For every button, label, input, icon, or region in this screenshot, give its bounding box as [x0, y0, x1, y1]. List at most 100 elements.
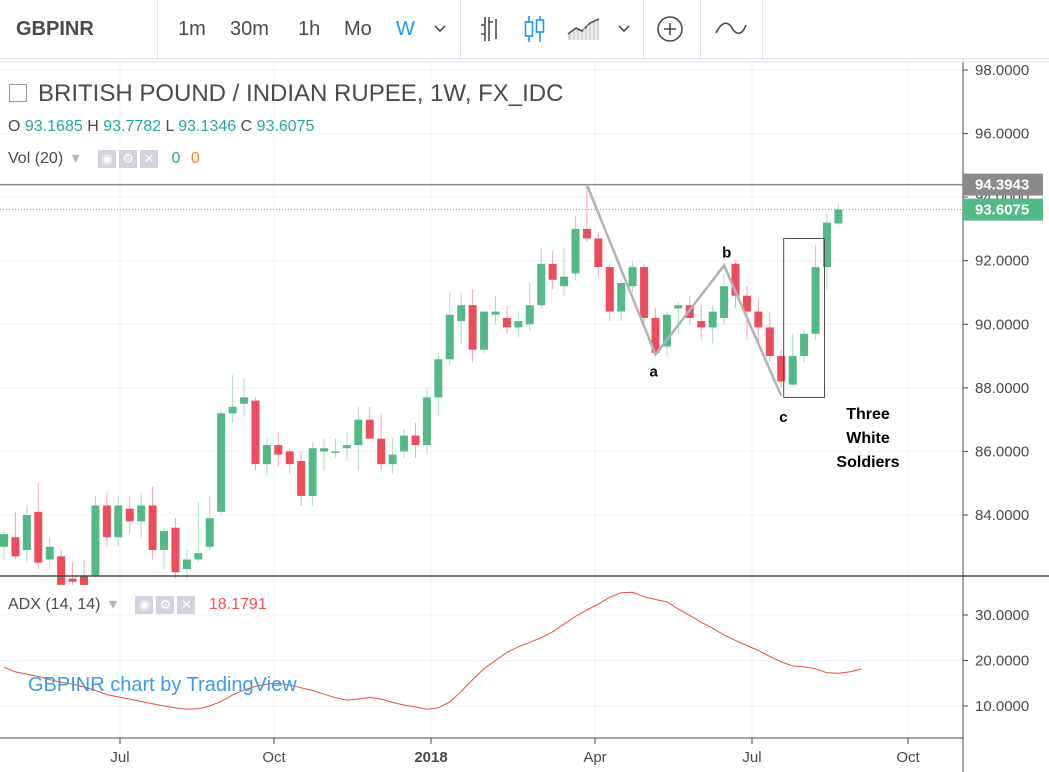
- candle-body: [502, 317, 511, 328]
- candle-body: [662, 314, 671, 347]
- pattern-point-label: a: [650, 363, 659, 380]
- toolbar-divider: [762, 0, 763, 58]
- candle-body: [125, 508, 134, 522]
- pattern-point-label: c: [779, 409, 787, 426]
- close-icon[interactable]: ✕: [177, 595, 196, 614]
- candle-body: [560, 276, 569, 287]
- candle-body: [205, 518, 214, 547]
- open-label: O: [8, 118, 21, 135]
- candle-body: [102, 505, 111, 538]
- interval-mo-button[interactable]: Mo: [344, 18, 372, 40]
- adx-value: 18.1791: [208, 596, 267, 613]
- interval-30m-button[interactable]: 30m: [230, 18, 269, 40]
- candle-body: [34, 511, 43, 563]
- low-label: L: [165, 118, 174, 135]
- candle-body: [800, 333, 809, 357]
- candle-body: [182, 559, 191, 570]
- tradingview-watermark[interactable]: GBPINR chart by TradingView: [28, 674, 297, 696]
- candle-body: [617, 282, 626, 312]
- candle-body: [434, 359, 443, 398]
- interval-1h-button[interactable]: 1h: [298, 18, 321, 40]
- candle-body: [651, 317, 660, 353]
- pattern-point-label: b: [722, 244, 731, 261]
- candle-body: [274, 445, 283, 455]
- candle-body: [731, 263, 740, 296]
- candle-body: [377, 438, 386, 465]
- x-tick-label: Oct: [262, 749, 286, 766]
- three-white-soldiers-box: [783, 237, 826, 398]
- low-value: 93.1346: [178, 118, 237, 135]
- collapse-legend-icon[interactable]: [9, 84, 27, 102]
- candle-body: [480, 311, 489, 350]
- adx-y-tick-label: 30.0000: [975, 607, 1029, 624]
- toolbar-divider: [157, 0, 158, 58]
- gear-icon[interactable]: ⚙: [156, 595, 175, 614]
- y-tick-label: 90.0000: [975, 316, 1029, 333]
- toolbar-divider: [643, 0, 644, 58]
- interval-1m-button[interactable]: 1m: [178, 18, 206, 40]
- candle-body: [674, 305, 683, 309]
- candle-body: [571, 228, 580, 274]
- candle-body: [788, 356, 797, 385]
- candle-body: [525, 305, 534, 325]
- volume-value: 0: [171, 150, 181, 167]
- candle-body: [0, 534, 8, 547]
- x-tick-label: Apr: [583, 749, 606, 766]
- high-value: 93.7782: [103, 118, 162, 135]
- candle-body: [697, 321, 706, 328]
- chevron-down-icon[interactable]: [616, 22, 632, 34]
- candle-body: [594, 238, 603, 268]
- candle-body: [822, 222, 831, 268]
- area-chart-icon[interactable]: [566, 14, 602, 44]
- volume-label[interactable]: Vol (20): [8, 150, 64, 167]
- y-tick-label: 98.0000: [975, 62, 1029, 79]
- candle-body: [491, 311, 500, 315]
- price-label-tag: [963, 173, 1043, 196]
- candle-body: [365, 419, 374, 439]
- candle-body: [91, 505, 100, 576]
- candle-body: [22, 515, 31, 550]
- gear-icon[interactable]: ⚙: [119, 149, 138, 168]
- candle-body: [811, 267, 820, 334]
- toolbar-divider: [460, 0, 461, 58]
- candle-body: [148, 505, 157, 550]
- candle-body: [777, 356, 786, 382]
- chevron-down-icon[interactable]: ▾: [71, 150, 80, 167]
- x-tick-label: 2018: [414, 749, 447, 766]
- candle-body: [251, 400, 260, 465]
- candle-body: [605, 267, 614, 312]
- volume-legend: Vol (20) ▾ ◉ ⚙ ✕ 0 0: [8, 148, 200, 168]
- eye-icon[interactable]: ◉: [98, 149, 117, 168]
- chevron-down-icon[interactable]: ▾: [108, 596, 117, 613]
- chevron-down-icon[interactable]: [432, 22, 448, 34]
- candlestick-icon[interactable]: [522, 14, 548, 44]
- close-icon[interactable]: ✕: [140, 149, 159, 168]
- candle-body: [11, 537, 20, 557]
- adx-label[interactable]: ADX (14, 14): [8, 596, 101, 613]
- volume-ma-value: 0: [190, 150, 200, 167]
- compare-icon[interactable]: [714, 18, 748, 40]
- candle-body: [331, 451, 340, 453]
- x-tick-label: Jul: [742, 749, 761, 766]
- axes: Jul Oct 2018 Apr Jul Oct98.000096.000094.0000…: [0, 61, 1049, 772]
- candle-series: [0, 184, 843, 585]
- price-label-text: 93.6075: [975, 202, 1029, 219]
- candle-body: [308, 448, 317, 496]
- y-tick-label: 88.0000: [975, 380, 1029, 397]
- candle-body: [720, 286, 729, 318]
- y-tick-label: 96.0000: [975, 126, 1029, 143]
- candle-body: [765, 327, 774, 357]
- eye-icon[interactable]: ◉: [135, 595, 154, 614]
- adx-legend: ADX (14, 14) ▾ ◉ ⚙ ✕ 18.1791: [8, 594, 267, 614]
- candle-body: [388, 454, 397, 465]
- add-indicator-icon[interactable]: [656, 15, 684, 43]
- open-value: 93.1685: [24, 118, 83, 135]
- interval-w-button[interactable]: W: [396, 18, 415, 40]
- adx-line: [3, 591, 862, 710]
- candle-body: [468, 305, 477, 350]
- bar-chart-icon[interactable]: [478, 14, 502, 44]
- price-label-text: 94.3943: [975, 177, 1029, 194]
- symbol-search[interactable]: GBPINR: [16, 18, 94, 40]
- candle-body: [137, 505, 146, 522]
